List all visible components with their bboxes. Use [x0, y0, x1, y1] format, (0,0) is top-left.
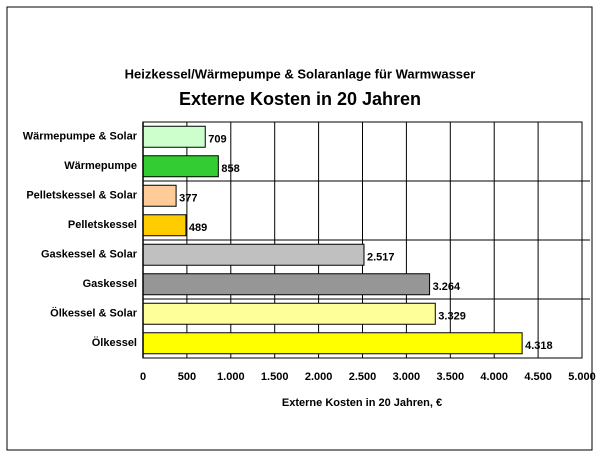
data-label: 709: [208, 134, 226, 146]
data-label: 489: [189, 222, 207, 234]
bar: [142, 214, 187, 237]
y-tick-label: Pelletskessel: [68, 219, 137, 231]
y-tick-label: Wärmepumpe & Solar: [23, 131, 138, 143]
y-tick-label: Wärmepumpe: [64, 160, 137, 172]
chart-title: Heizkessel/Wärmepumpe & Solaranlage für …: [125, 66, 476, 81]
data-label: 377: [179, 193, 197, 205]
x-tick-label: 1.500: [261, 371, 289, 383]
bar: [142, 155, 219, 178]
chart-subtitle: Externe Kosten in 20 Jahren: [179, 89, 421, 109]
y-tick-label: Pelletskessel & Solar: [26, 190, 137, 202]
x-tick-label: 0: [140, 371, 146, 383]
y-tick-label: Ölkessel: [92, 336, 137, 349]
data-label: 4.318: [525, 340, 553, 352]
x-tick-label: 3.000: [393, 371, 421, 383]
x-tick-label: 3.500: [437, 371, 465, 383]
bar: [142, 243, 365, 266]
x-tick-label: 500: [178, 371, 196, 383]
bar: [142, 125, 206, 148]
data-label: 858: [221, 163, 239, 175]
x-tick-label: 1.000: [217, 371, 245, 383]
bar: [142, 332, 523, 355]
x-tick-label: 5.000: [568, 371, 596, 383]
x-tick-label: 2.000: [305, 371, 333, 383]
data-label: 3.264: [433, 281, 461, 293]
bar: [142, 273, 431, 296]
x-tick-label: 4.500: [524, 371, 552, 383]
x-axis-label: Externe Kosten in 20 Jahren, €: [282, 397, 442, 409]
data-label: 2.517: [367, 252, 395, 264]
bar: [142, 302, 436, 325]
bar: [142, 184, 177, 207]
y-tick-label: Gaskessel: [83, 278, 137, 290]
y-tick-label: Ölkessel & Solar: [50, 307, 138, 320]
x-tick-label: 2.500: [349, 371, 377, 383]
x-tick-label: 4.000: [480, 371, 508, 383]
data-label: 3.329: [438, 311, 466, 323]
y-tick-label: Gaskessel & Solar: [41, 249, 138, 261]
